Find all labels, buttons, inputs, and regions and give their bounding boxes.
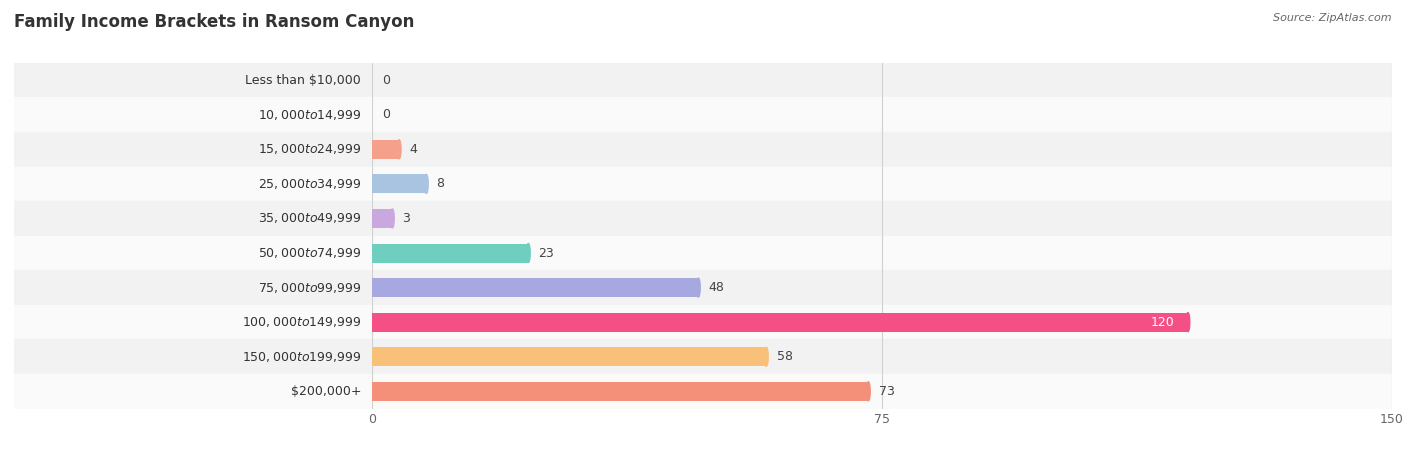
Circle shape xyxy=(1187,313,1189,332)
Bar xyxy=(14,63,373,97)
Bar xyxy=(373,97,1392,132)
Text: $50,000 to $74,999: $50,000 to $74,999 xyxy=(257,246,361,260)
Bar xyxy=(373,132,1392,167)
Circle shape xyxy=(696,278,700,297)
Bar xyxy=(14,236,373,270)
Bar xyxy=(373,167,1392,201)
Bar xyxy=(14,97,373,132)
Bar xyxy=(373,201,1392,236)
Bar xyxy=(373,339,1392,374)
Bar xyxy=(373,313,1188,332)
Bar xyxy=(14,339,373,374)
Bar xyxy=(373,278,699,297)
Circle shape xyxy=(391,209,394,228)
Text: Less than $10,000: Less than $10,000 xyxy=(246,74,361,87)
Text: 73: 73 xyxy=(879,385,894,398)
Bar xyxy=(373,63,1392,97)
Circle shape xyxy=(765,347,768,366)
Text: Family Income Brackets in Ransom Canyon: Family Income Brackets in Ransom Canyon xyxy=(14,13,415,31)
Bar xyxy=(373,305,1392,339)
Text: 0: 0 xyxy=(382,74,389,87)
Circle shape xyxy=(526,243,530,263)
Bar xyxy=(373,243,529,263)
Text: $35,000 to $49,999: $35,000 to $49,999 xyxy=(257,211,361,225)
Text: $15,000 to $24,999: $15,000 to $24,999 xyxy=(257,142,361,156)
Bar xyxy=(14,374,373,409)
Bar xyxy=(373,374,1392,409)
Text: 120: 120 xyxy=(1150,316,1174,329)
Text: $75,000 to $99,999: $75,000 to $99,999 xyxy=(257,281,361,295)
Bar xyxy=(373,174,426,194)
Text: 48: 48 xyxy=(709,281,724,294)
Text: 8: 8 xyxy=(436,177,444,190)
Text: $10,000 to $14,999: $10,000 to $14,999 xyxy=(257,108,361,122)
Bar xyxy=(373,209,392,228)
Text: $150,000 to $199,999: $150,000 to $199,999 xyxy=(242,350,361,364)
Bar xyxy=(14,305,373,339)
Bar xyxy=(373,270,1392,305)
Circle shape xyxy=(866,382,870,401)
Text: 0: 0 xyxy=(382,108,389,121)
Bar xyxy=(373,382,869,401)
Text: $100,000 to $149,999: $100,000 to $149,999 xyxy=(242,315,361,329)
Text: 58: 58 xyxy=(776,350,793,363)
Bar xyxy=(373,347,766,366)
Circle shape xyxy=(425,174,429,194)
Bar xyxy=(14,167,373,201)
Circle shape xyxy=(398,140,401,159)
Bar xyxy=(373,140,399,159)
Text: 23: 23 xyxy=(538,247,554,260)
Text: 3: 3 xyxy=(402,212,411,225)
Bar xyxy=(373,236,1392,270)
Bar xyxy=(14,201,373,236)
Bar xyxy=(14,132,373,167)
Bar xyxy=(14,270,373,305)
Text: 4: 4 xyxy=(409,143,418,156)
Text: Source: ZipAtlas.com: Source: ZipAtlas.com xyxy=(1274,13,1392,23)
Text: $200,000+: $200,000+ xyxy=(291,385,361,398)
Text: $25,000 to $34,999: $25,000 to $34,999 xyxy=(257,177,361,191)
